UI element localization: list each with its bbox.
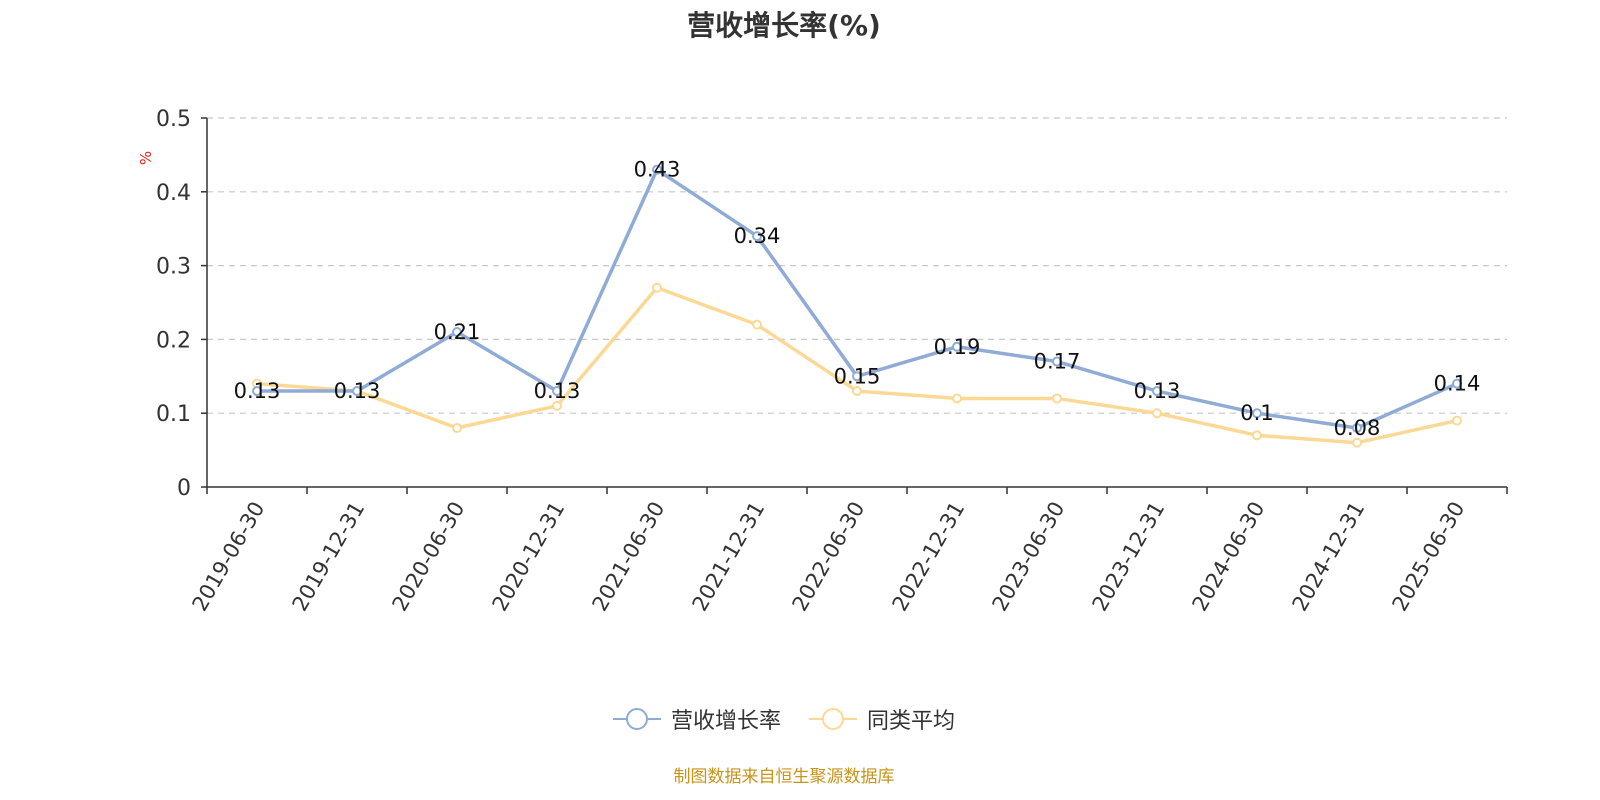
x-tick-label: 2025-06-30: [1388, 498, 1470, 616]
data-point-peer-average: [1152, 408, 1162, 419]
data-point-peer-average: [752, 319, 762, 330]
x-tick-label: 2020-06-30: [388, 498, 470, 616]
data-point-revenue-growth: [452, 327, 462, 338]
data-label: 0.15: [834, 364, 881, 388]
data-label: 0.19: [934, 335, 981, 359]
legend-item-revenue-growth[interactable]: 营收增长率: [612, 703, 781, 735]
x-tick-label: 2024-06-30: [1188, 498, 1270, 616]
y-tick-label: 0: [177, 476, 191, 501]
data-point-peer-average: [452, 422, 462, 433]
y-tick-label: 0.2: [156, 328, 191, 353]
x-tick-label: 2023-12-31: [1088, 498, 1170, 616]
data-point-peer-average: [1052, 393, 1062, 404]
data-label: 0.13: [334, 379, 381, 403]
data-label: 0.34: [734, 224, 781, 248]
data-label: 0.43: [634, 158, 681, 182]
y-tick-label: 0.5: [156, 107, 191, 132]
x-tick-label: 2019-06-30: [188, 498, 270, 616]
data-point-peer-average: [1452, 415, 1462, 426]
data-point-peer-average: [852, 386, 862, 397]
data-point-peer-average: [952, 393, 962, 404]
data-label: 0.08: [1334, 416, 1381, 440]
y-tick-label: 0.3: [156, 255, 191, 280]
chart-legend: 营收增长率 同类平均: [0, 703, 1568, 735]
data-point-revenue-growth: [252, 386, 262, 397]
source-note: 制图数据来自恒生聚源数据库: [673, 767, 895, 787]
data-label: 0.1: [1240, 401, 1273, 425]
x-tick-label: 2022-12-31: [888, 498, 970, 616]
data-label: 0.13: [1134, 379, 1181, 403]
data-point-revenue-growth: [1452, 378, 1462, 389]
data-point-peer-average: [1352, 437, 1362, 448]
data-point-revenue-growth: [752, 231, 762, 242]
x-tick-label: 2022-06-30: [788, 498, 870, 616]
data-point-revenue-growth: [1152, 386, 1162, 397]
data-label: 0.21: [434, 320, 481, 344]
legend-marker: [625, 708, 648, 730]
data-point-revenue-growth: [652, 164, 662, 175]
x-tick-label: 2020-12-31: [488, 498, 570, 616]
data-label: 0.13: [534, 379, 581, 403]
legend-marker: [822, 708, 844, 730]
data-point-revenue-growth: [1352, 422, 1362, 433]
x-tick-label: 2021-12-31: [688, 498, 770, 616]
data-point-peer-average: [652, 282, 662, 293]
legend-line-circle-icon: [809, 708, 857, 730]
data-point-revenue-growth: [352, 386, 362, 397]
data-label: 0.14: [1434, 372, 1481, 396]
legend-label: 营收增长率: [670, 709, 781, 734]
legend-line-circle-icon: [612, 708, 661, 730]
chart-title: 营收增长率(%): [687, 9, 881, 42]
data-point-peer-average: [1252, 430, 1262, 441]
x-tick-label: 2019-12-31: [288, 498, 370, 616]
data-point-peer-average: [552, 400, 562, 411]
data-point-revenue-growth: [1252, 408, 1262, 419]
y-tick-label: 0.1: [156, 402, 191, 427]
data-label: 0.17: [1034, 350, 1081, 374]
data-point-revenue-growth: [952, 341, 962, 352]
legend-item-peer-average[interactable]: 同类平均: [809, 703, 955, 735]
y-axis-label: %: [137, 151, 155, 165]
data-point-revenue-growth: [852, 371, 862, 382]
data-label: 0.13: [234, 379, 281, 403]
data-point-revenue-growth: [1052, 356, 1062, 367]
x-tick-label: 2021-06-30: [588, 498, 670, 616]
x-tick-label: 2024-12-31: [1288, 498, 1370, 616]
legend-label: 同类平均: [867, 709, 956, 734]
x-tick-label: 2023-06-30: [988, 498, 1070, 616]
y-tick-label: 0.4: [156, 181, 191, 206]
data-point-revenue-growth: [552, 386, 562, 397]
